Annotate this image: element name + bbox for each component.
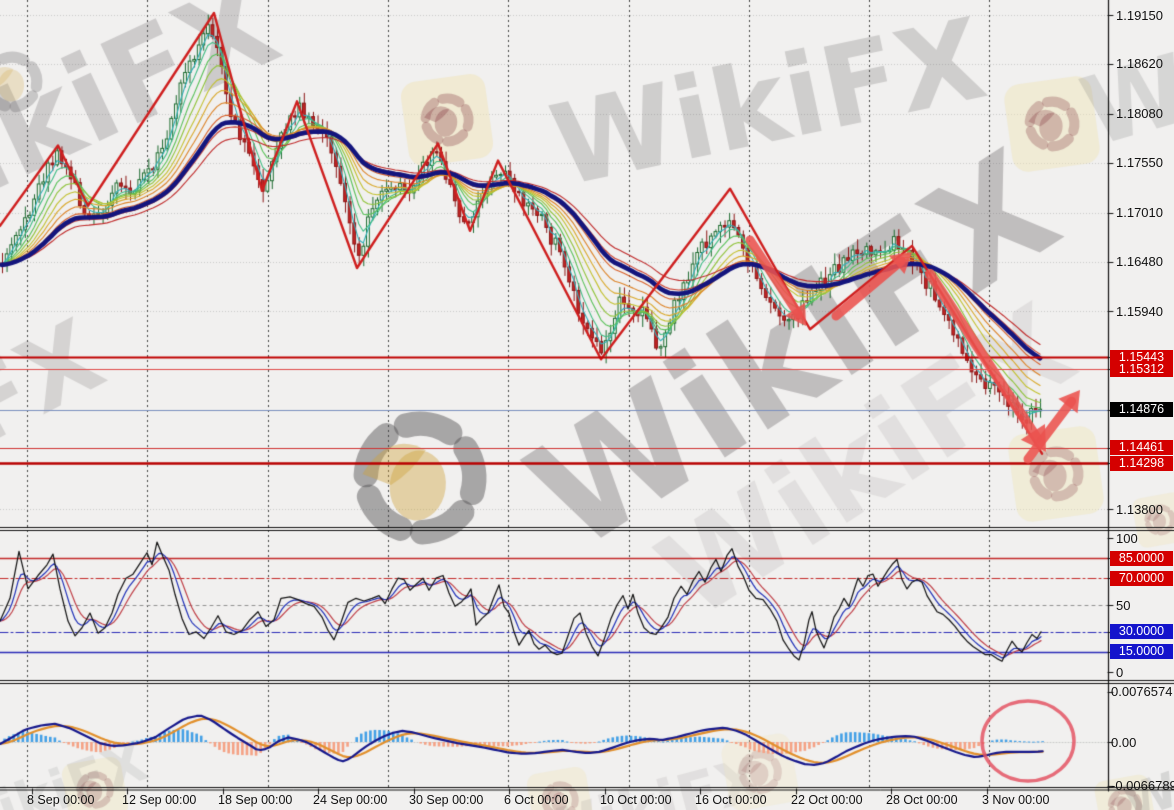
date-axis-label: 22 Oct 00:00	[791, 793, 863, 807]
date-axis-label: 28 Oct 00:00	[886, 793, 958, 807]
level-price-badge: 1.15312	[1110, 362, 1173, 377]
price-axis-label: 1.18080	[1116, 106, 1163, 121]
date-axis-label: 10 Oct 00:00	[600, 793, 672, 807]
price-axis-label: 1.15940	[1116, 304, 1163, 319]
level-price-badge: 1.14461	[1110, 440, 1173, 455]
price-axis-label: 1.13800	[1116, 502, 1163, 517]
macd-axis-label: -0.0066789	[1111, 778, 1174, 793]
date-axis-label: 30 Sep 00:00	[409, 793, 484, 807]
level-price-badge: 1.15443	[1110, 350, 1173, 365]
date-axis-label: 12 Sep 00:00	[122, 793, 197, 807]
date-axis-label: 24 Sep 00:00	[313, 793, 388, 807]
macd-axis-label: 0.00	[1111, 735, 1137, 750]
price-axis-label: 1.18620	[1116, 56, 1163, 71]
date-axis-label: 16 Oct 00:00	[695, 793, 767, 807]
oscillator-axis-label: 100	[1116, 531, 1138, 546]
price-axis-label: 1.19150	[1116, 8, 1163, 23]
macd-axis-label: 0.0076574	[1111, 684, 1173, 699]
oscillator-axis-label: 0	[1116, 665, 1124, 680]
oscillator-level-badge: 85.0000	[1110, 551, 1173, 566]
oscillator-axis-label: 50	[1116, 598, 1131, 613]
oscillator-level-badge: 70.0000	[1110, 571, 1173, 586]
date-axis-label: 8 Sep 00:00	[27, 793, 95, 807]
price-axis-label: 1.17550	[1116, 155, 1163, 170]
level-price-badge: 1.14298	[1110, 456, 1173, 471]
oscillator-level-badge: 30.0000	[1110, 624, 1173, 639]
date-axis-label: 6 Oct 00:00	[504, 793, 569, 807]
date-axis-label: 3 Nov 00:00	[982, 793, 1050, 807]
date-axis-label: 18 Sep 00:00	[218, 793, 293, 807]
current-price-badge: 1.14876	[1110, 402, 1173, 417]
price-axis-label: 1.16480	[1116, 254, 1163, 269]
oscillator-level-badge: 15.0000	[1110, 644, 1173, 659]
price-axis-label: 1.17010	[1116, 205, 1163, 220]
